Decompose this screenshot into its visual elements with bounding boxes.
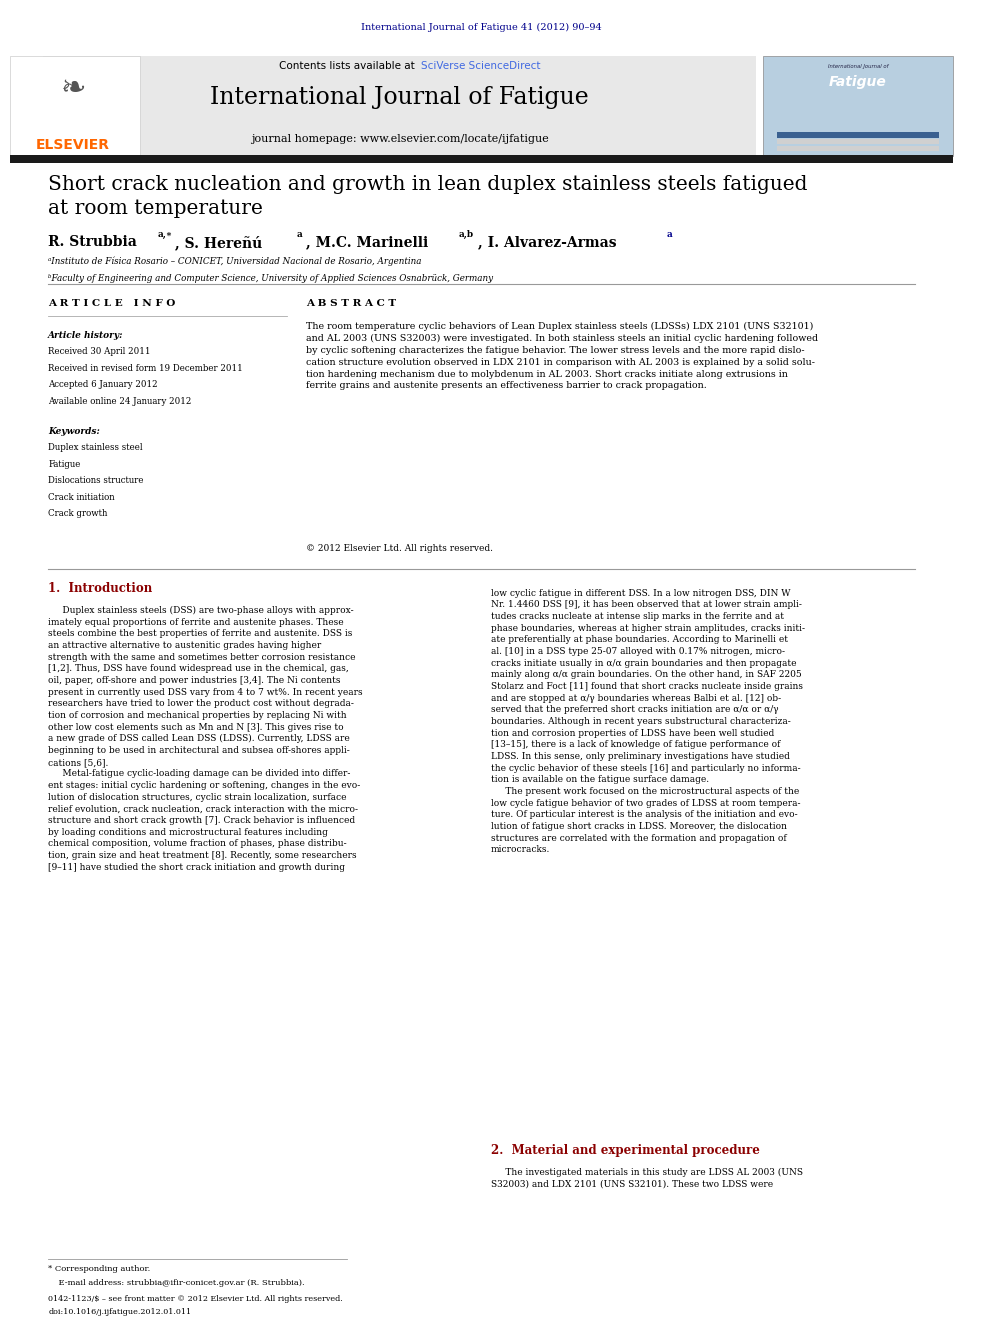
Text: Fatigue: Fatigue xyxy=(49,460,80,468)
Bar xyxy=(777,146,938,151)
Bar xyxy=(777,132,938,138)
Text: ELSEVIER: ELSEVIER xyxy=(36,138,110,152)
Text: ᵇFaculty of Engineering and Computer Science, University of Applied Sciences Osn: ᵇFaculty of Engineering and Computer Sci… xyxy=(49,274,493,283)
Text: Contents lists available at: Contents lists available at xyxy=(279,61,419,71)
Text: Duplex stainless steel: Duplex stainless steel xyxy=(49,443,143,452)
Text: International Journal of Fatigue: International Journal of Fatigue xyxy=(210,86,589,108)
Text: 0142-1123/$ – see front matter © 2012 Elsevier Ltd. All rights reserved.: 0142-1123/$ – see front matter © 2012 El… xyxy=(49,1295,343,1303)
Text: 1.  Introduction: 1. Introduction xyxy=(49,582,153,595)
Text: a: a xyxy=(297,230,303,239)
Text: Article history:: Article history: xyxy=(49,331,124,340)
Text: a,b: a,b xyxy=(458,230,473,239)
Text: doi:10.1016/j.ijfatigue.2012.01.011: doi:10.1016/j.ijfatigue.2012.01.011 xyxy=(49,1308,191,1316)
Text: Dislocations structure: Dislocations structure xyxy=(49,476,144,486)
Text: International Journal of Fatigue 41 (2012) 90–94: International Journal of Fatigue 41 (201… xyxy=(361,22,602,32)
Text: a,∗: a,∗ xyxy=(158,230,173,239)
Text: Short crack nucleation and growth in lean duplex stainless steels fatigued
at ro: Short crack nucleation and growth in lea… xyxy=(49,175,807,218)
Bar xyxy=(777,139,938,144)
Text: Keywords:: Keywords: xyxy=(49,426,100,435)
Bar xyxy=(44,56,756,156)
Text: ᵃInstituto de Física Rosario – CONICET, Universidad Nacional de Rosario, Argenti: ᵃInstituto de Física Rosario – CONICET, … xyxy=(49,257,422,266)
Text: a: a xyxy=(667,230,672,239)
Text: journal homepage: www.elsevier.com/locate/ijfatigue: journal homepage: www.elsevier.com/locat… xyxy=(251,134,549,144)
Bar xyxy=(10,155,953,163)
Text: E-mail address: strubbia@ifir-conicet.gov.ar (R. Strubbia).: E-mail address: strubbia@ifir-conicet.go… xyxy=(49,1279,305,1287)
Text: A R T I C L E   I N F O: A R T I C L E I N F O xyxy=(49,299,176,308)
Text: * Corresponding author.: * Corresponding author. xyxy=(49,1265,151,1273)
Text: International Journal of: International Journal of xyxy=(827,64,888,69)
Text: low cyclic fatigue in different DSS. In a low nitrogen DSS, DIN W
Nr. 1.4460 DSS: low cyclic fatigue in different DSS. In … xyxy=(491,589,806,855)
Text: Fatigue: Fatigue xyxy=(829,75,887,90)
Text: R. Strubbia: R. Strubbia xyxy=(49,235,137,250)
Text: 2.  Material and experimental procedure: 2. Material and experimental procedure xyxy=(491,1144,760,1158)
Text: The room temperature cyclic behaviors of Lean Duplex stainless steels (LDSSs) LD: The room temperature cyclic behaviors of… xyxy=(307,321,818,390)
Text: © 2012 Elsevier Ltd. All rights reserved.: © 2012 Elsevier Ltd. All rights reserved… xyxy=(307,544,493,553)
Bar xyxy=(763,56,953,156)
Text: Received in revised form 19 December 2011: Received in revised form 19 December 201… xyxy=(49,364,243,373)
Text: , S. Hereñú: , S. Hereñú xyxy=(176,235,263,250)
Text: Available online 24 January 2012: Available online 24 January 2012 xyxy=(49,397,191,406)
Text: Crack growth: Crack growth xyxy=(49,509,107,519)
Text: Duplex stainless steels (DSS) are two-phase alloys with approx-
imately equal pr: Duplex stainless steels (DSS) are two-ph… xyxy=(49,606,363,872)
Text: Received 30 April 2011: Received 30 April 2011 xyxy=(49,347,151,356)
Text: The investigated materials in this study are LDSS AL 2003 (UNS
S32003) and LDX 2: The investigated materials in this study… xyxy=(491,1168,804,1189)
Bar xyxy=(10,56,140,156)
Text: Accepted 6 January 2012: Accepted 6 January 2012 xyxy=(49,381,158,389)
Text: ❧: ❧ xyxy=(61,74,86,103)
Text: A B S T R A C T: A B S T R A C T xyxy=(307,299,397,308)
Text: , I. Alvarez-Armas: , I. Alvarez-Armas xyxy=(477,235,616,250)
Text: , M.C. Marinelli: , M.C. Marinelli xyxy=(307,235,429,250)
Text: SciVerse ScienceDirect: SciVerse ScienceDirect xyxy=(421,61,541,71)
Text: Crack initiation: Crack initiation xyxy=(49,493,115,501)
